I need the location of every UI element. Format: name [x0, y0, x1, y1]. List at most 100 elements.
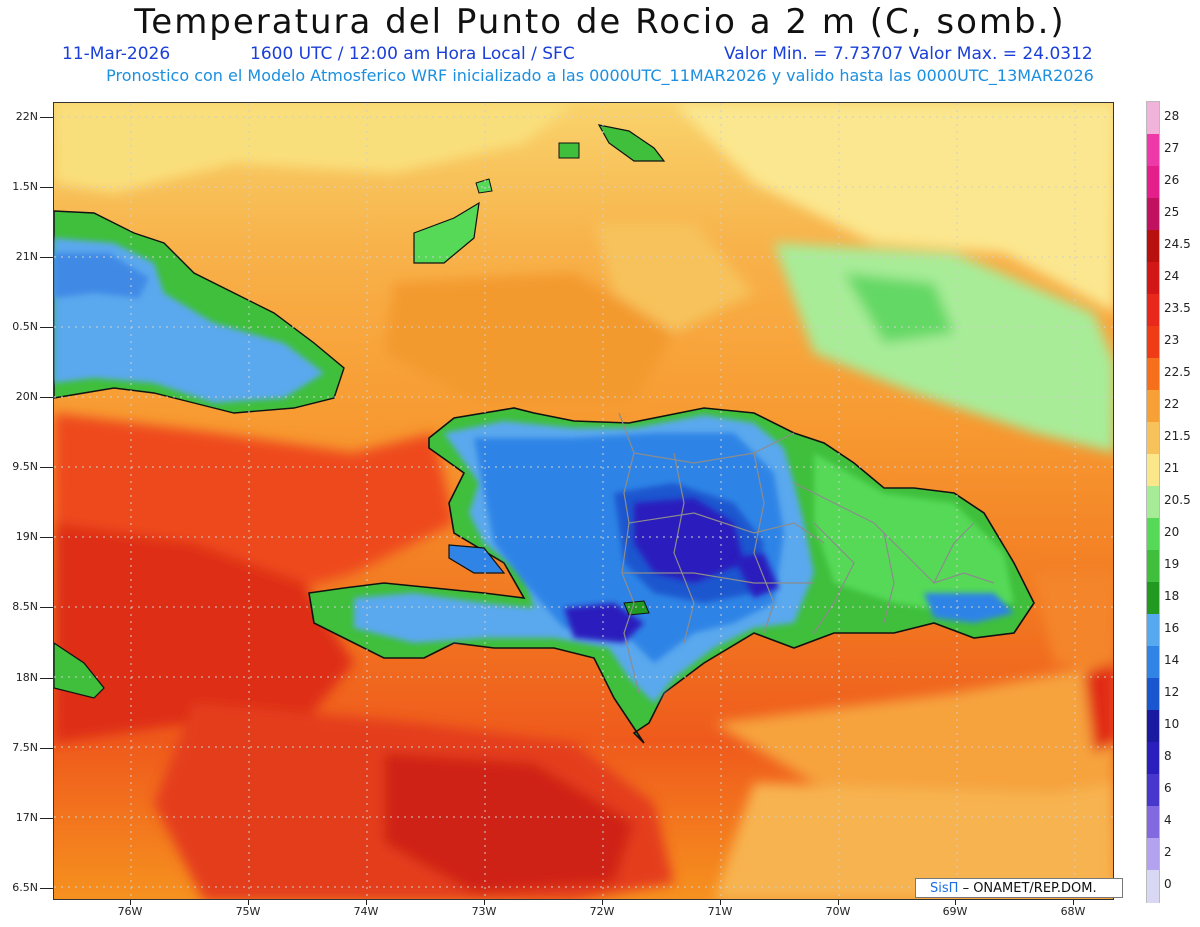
- legend-label: 28: [1164, 109, 1180, 123]
- legend-label: 6: [1164, 781, 1172, 795]
- lat-label-18n: 18N: [15, 671, 38, 684]
- lon-label-72w: 72W: [589, 905, 615, 918]
- forecast-time: 1600 UTC / 12:00 am Hora Local / SFC: [250, 44, 575, 64]
- forecast-date: 11-Mar-2026: [62, 44, 171, 64]
- legend-swatch: [1147, 262, 1159, 295]
- lon-label-71w: 71W: [707, 905, 733, 918]
- lat-label-20n: 20N: [15, 390, 38, 403]
- legend-swatch: [1147, 518, 1159, 551]
- legend-swatch: [1147, 486, 1159, 519]
- legend-label: 14: [1164, 653, 1180, 667]
- lon-tick: [602, 900, 603, 905]
- legend-swatch: [1147, 646, 1159, 679]
- lat-tick: [40, 888, 53, 889]
- legend-swatch: [1147, 134, 1159, 167]
- legend-swatch: [1147, 294, 1159, 327]
- legend-label: 16: [1164, 621, 1180, 635]
- lon-tick: [955, 900, 956, 905]
- lat-label-20-5n: 0.5N: [12, 320, 38, 333]
- legend-label: 27: [1164, 141, 1180, 155]
- legend-label: 20: [1164, 525, 1180, 539]
- lat-label-17-5n: 7.5N: [12, 741, 38, 754]
- legend-label: 23: [1164, 333, 1180, 347]
- gonave-island: [448, 544, 506, 574]
- legend-swatch: [1147, 102, 1159, 135]
- min-max-values: Valor Min. = 7.73707 Valor Max. = 24.031…: [724, 44, 1093, 64]
- lat-label-21-5n: 1.5N: [12, 180, 38, 193]
- jamaica-land: [54, 642, 105, 699]
- legend-label: 18: [1164, 589, 1180, 603]
- legend-swatch: [1147, 582, 1159, 615]
- map-title: Temperatura del Punto de Rocio a 2 m (C,…: [134, 2, 1066, 42]
- legend-swatch: [1147, 678, 1159, 711]
- lat-label-22n: 22N: [15, 110, 38, 123]
- lon-label-68w: 68W: [1060, 905, 1086, 918]
- lat-tick: [40, 257, 53, 258]
- legend-label: 10: [1164, 717, 1180, 731]
- legend-swatch: [1147, 390, 1159, 423]
- legend-swatch: [1147, 614, 1159, 647]
- lat-label-19-5n: 9.5N: [12, 460, 38, 473]
- lon-label-73w: 73W: [471, 905, 497, 918]
- legend-label: 19: [1164, 557, 1180, 571]
- lat-tick: [40, 537, 53, 538]
- legend-swatch: [1147, 806, 1159, 839]
- lat-tick: [40, 327, 53, 328]
- legend-swatch: [1147, 838, 1159, 871]
- legend-swatch: [1147, 550, 1159, 583]
- legend-swatch: [1147, 358, 1159, 391]
- legend-label: 23.5: [1164, 301, 1191, 315]
- legend-swatch: [1147, 870, 1159, 903]
- lat-label-18-5n: 8.5N: [12, 600, 38, 613]
- lon-tick: [720, 900, 721, 905]
- dewpoint-field: [54, 103, 1113, 899]
- credit-text: – ONAMET/REP.DOM.: [962, 881, 1097, 896]
- lat-tick: [40, 818, 53, 819]
- lon-label-74w: 74W: [353, 905, 379, 918]
- lon-tick: [484, 900, 485, 905]
- graticule: [54, 103, 1113, 899]
- legend-label: 21: [1164, 461, 1180, 475]
- lat-label-17n: 17N: [15, 811, 38, 824]
- legend-label: 26: [1164, 173, 1180, 187]
- legend-swatch: [1147, 742, 1159, 775]
- lon-tick: [838, 900, 839, 905]
- model-info: Pronostico con el Modelo Atmosferico WRF…: [106, 66, 1094, 85]
- legend-swatch: [1147, 230, 1159, 263]
- province-borders: [618, 412, 995, 694]
- legend-label: 24.5: [1164, 237, 1191, 251]
- lon-tick: [130, 900, 131, 905]
- legend-label: 2: [1164, 845, 1172, 859]
- caicos-land: [413, 201, 480, 264]
- legend-label: 24: [1164, 269, 1180, 283]
- legend-swatch: [1147, 166, 1159, 199]
- credit-box: SisΠ – ONAMET/REP.DOM.: [915, 878, 1123, 898]
- lat-label-19n: 19N: [15, 530, 38, 543]
- legend-swatch: [1147, 710, 1159, 743]
- lon-tick: [248, 900, 249, 905]
- legend-label: 22: [1164, 397, 1180, 411]
- lon-label-70w: 70W: [825, 905, 851, 918]
- lon-label-75w: 75W: [235, 905, 261, 918]
- dewpoint-map: [53, 102, 1114, 900]
- legend-label: 12: [1164, 685, 1180, 699]
- legend-label: 21.5: [1164, 429, 1191, 443]
- legend-label: 4: [1164, 813, 1172, 827]
- legend-swatch: [1147, 326, 1159, 359]
- sispi-logo: SisΠ: [930, 881, 959, 896]
- legend-swatch: [1147, 198, 1159, 231]
- legend-swatch: [1147, 774, 1159, 807]
- lat-label-21n: 21N: [15, 250, 38, 263]
- lat-tick: [40, 117, 53, 118]
- legend-swatch: [1147, 454, 1159, 487]
- lat-tick: [40, 187, 53, 188]
- lat-label-16-5n: 6.5N: [12, 881, 38, 894]
- color-legend-bar: [1146, 101, 1160, 903]
- lat-tick: [40, 607, 53, 608]
- lon-tick: [1073, 900, 1074, 905]
- legend-label: 22.5: [1164, 365, 1191, 379]
- lat-tick: [40, 467, 53, 468]
- legend-label: 8: [1164, 749, 1172, 763]
- legend-label: 0: [1164, 877, 1172, 891]
- lat-tick: [40, 748, 53, 749]
